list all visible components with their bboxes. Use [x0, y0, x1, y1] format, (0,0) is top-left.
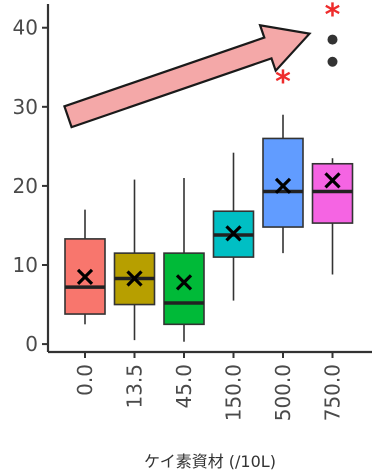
- box-150.0: [212, 152, 255, 301]
- axes: 0 10 20 30 40 0.0 13.5 45.0 150.0 500.0 750.0: [13, 4, 372, 421]
- mean-marker: [324, 172, 341, 189]
- box-750.0: [311, 158, 354, 275]
- box-13.5: [113, 179, 156, 341]
- x-axis-label: ケイ素資材 (/10L): [144, 452, 276, 471]
- box-body: [163, 252, 205, 326]
- mean-marker: [274, 177, 292, 195]
- mean-marker: [126, 270, 143, 287]
- x-tick-label: 0.0: [73, 364, 97, 396]
- significance-star: *: [275, 65, 291, 100]
- y-tick-label: 20: [13, 174, 38, 198]
- y-tick-label: 0: [25, 332, 38, 356]
- y-tick-label: 40: [13, 16, 38, 40]
- box-500.0: [262, 114, 304, 254]
- y-tick-label: 10: [13, 253, 38, 277]
- box-45.0: [163, 178, 205, 342]
- box-0.0: [64, 209, 106, 325]
- boxes: [64, 114, 354, 342]
- x-tick-label: 13.5: [123, 364, 147, 409]
- x-tick-label: 45.0: [172, 364, 196, 409]
- x-tick-label: 150.0: [222, 364, 246, 421]
- mean-marker: [225, 225, 242, 242]
- x-tick-label: 500.0: [271, 364, 295, 421]
- outlier-point: [327, 56, 338, 67]
- trend-arrow: [63, 23, 312, 129]
- box-body: [311, 162, 354, 224]
- y-tick-label: 30: [13, 95, 38, 119]
- mean-marker: [76, 268, 94, 285]
- outliers: [327, 34, 338, 67]
- significance-star: *: [325, 0, 341, 33]
- mean-marker: [175, 274, 193, 291]
- annotations: **: [63, 0, 341, 129]
- x-tick-label: 750.0: [321, 364, 345, 421]
- box-body: [262, 137, 304, 228]
- outlier-point: [327, 34, 338, 45]
